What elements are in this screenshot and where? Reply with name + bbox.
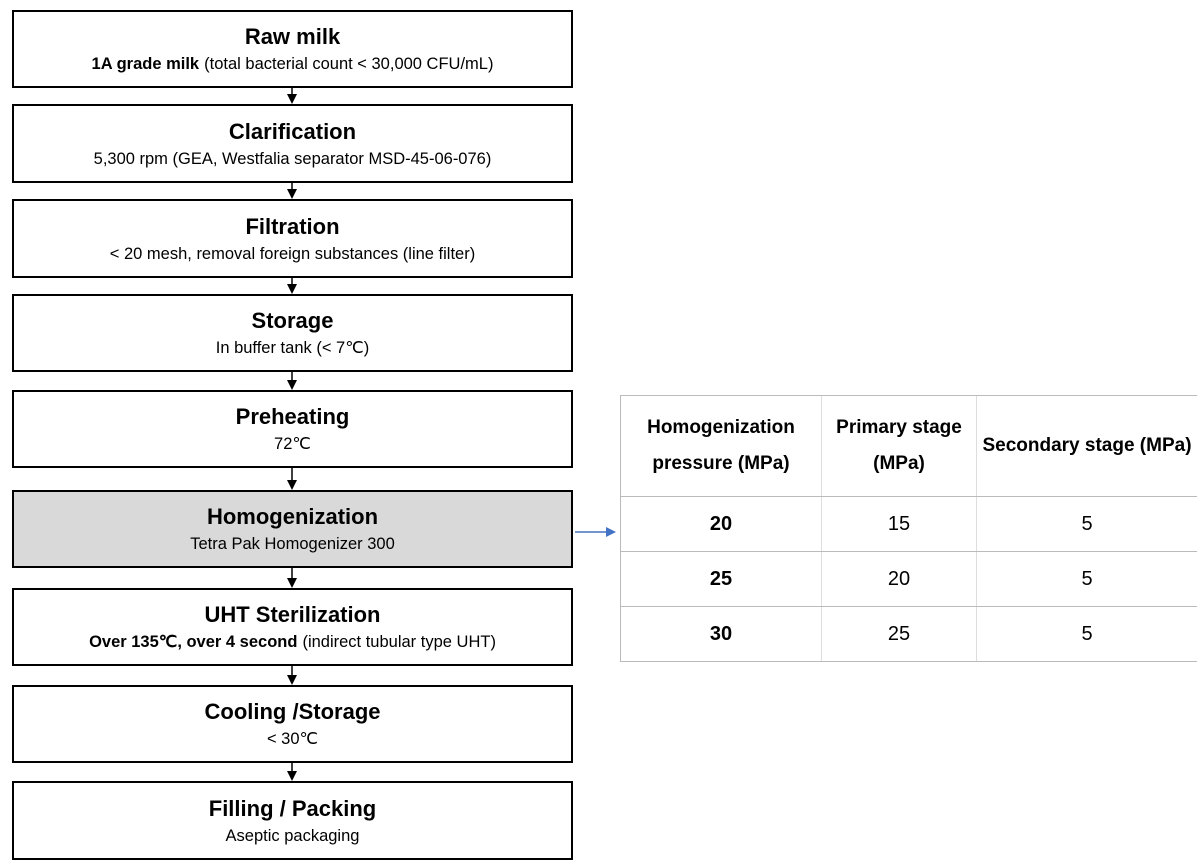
step-box: Filtration < 20 mesh, removal foreign sub… [12, 199, 573, 278]
step-title: Filtration [245, 213, 340, 239]
step-title: Filling / Packing [208, 795, 377, 821]
header-cell: Secondary stage (MPa) [976, 395, 1197, 497]
flow-arrowhead [287, 480, 297, 490]
table-cell: 5 [976, 551, 1197, 607]
table-row: 30 25 5 [620, 606, 1197, 662]
step-box: Preheating 72℃ [12, 390, 573, 468]
detail-text: 1A grade milk [91, 55, 200, 73]
step-title: Preheating [235, 404, 350, 429]
header-row: Homogenization pressure (MPa) Primary sta… [620, 395, 1197, 497]
step-title: Raw milk [244, 24, 341, 49]
step-box: Filling / Packing Aseptic packaging [12, 781, 573, 860]
step-detail: 72℃ [274, 432, 311, 456]
table-row: 25 20 5 [620, 551, 1197, 607]
step-box: Clarification 5,300 rpm (GEA, Westfalia s… [12, 104, 573, 183]
step-title: UHT Sterilization [204, 602, 381, 627]
flow-arrowhead [287, 94, 297, 104]
table-cell: 20 [821, 551, 977, 607]
table-cell: 20 [620, 496, 822, 552]
step-detail: 5,300 rpm (GEA, Westfalia separator MSD-… [94, 147, 492, 171]
pressure-table: Homogenization pressure (MPa) Primary sta… [620, 395, 1197, 662]
link-arrowhead [606, 527, 616, 537]
step-detail: 1A grade milk (total bacterial count < 30… [92, 52, 494, 76]
header-cell: Primary stage (MPa) [821, 395, 977, 497]
step-box: Cooling /Storage < 30℃ [12, 685, 573, 763]
step-box: Storage In buffer tank (< 7℃) [12, 294, 573, 372]
detail-text: < 30℃ [266, 730, 319, 748]
detail-text: (total bacterial count < 30,000 CFU/mL) [204, 55, 494, 73]
flow-arrowhead [287, 189, 297, 199]
table-cell: 30 [620, 606, 822, 662]
table-cell: 25 [620, 551, 822, 607]
step-title: Storage [251, 308, 334, 333]
detail-text: Aseptic packaging [225, 826, 360, 845]
header-cell: Homogenization pressure (MPa) [620, 395, 822, 497]
flow-arrowhead [287, 578, 297, 588]
detail-text: In buffer tank (< 7℃) [215, 339, 370, 357]
step-title: Clarification [228, 118, 357, 144]
step-detail: Aseptic packaging [226, 824, 360, 848]
step-title: Homogenization [206, 504, 379, 529]
detail-text: 72℃ [274, 435, 311, 453]
flow-arrowhead [287, 675, 297, 685]
step-detail: Tetra Pak Homogenizer 300 [190, 532, 395, 556]
detail-text: (indirect tubular type UHT) [302, 633, 496, 651]
step-box: Raw milk 1A grade milk (total bacterial co… [12, 10, 573, 88]
detail-text: Over 135℃, over 4 second [89, 633, 298, 651]
step-detail: Over 135℃, over 4 second (indirect tubula… [89, 630, 496, 654]
detail-text: Tetra Pak Homogenizer 300 [190, 535, 395, 553]
step-box: UHT Sterilization Over 135℃, over 4 secon… [12, 588, 573, 666]
table-cell: 25 [821, 606, 977, 662]
step-box: Homogenization Tetra Pak Homogenizer 300 [12, 490, 573, 568]
table-row: 20 15 5 [620, 496, 1197, 552]
table-cell: 5 [976, 496, 1197, 552]
detail-text: < 20 mesh, removal foreign substances (l… [109, 244, 476, 263]
step-detail: < 30℃ [267, 727, 318, 751]
table-cell: 15 [821, 496, 977, 552]
flow-arrowhead [287, 380, 297, 390]
step-detail: In buffer tank (< 7℃) [216, 336, 370, 360]
flow-arrowhead [287, 284, 297, 294]
table-cell: 5 [976, 606, 1197, 662]
detail-text: 5,300 rpm (GEA, Westfalia separator MSD-… [93, 149, 492, 168]
step-title: Cooling /Storage [204, 699, 381, 724]
flow-arrowhead [287, 771, 297, 781]
step-detail: < 20 mesh, removal foreign substances (l… [110, 242, 475, 266]
